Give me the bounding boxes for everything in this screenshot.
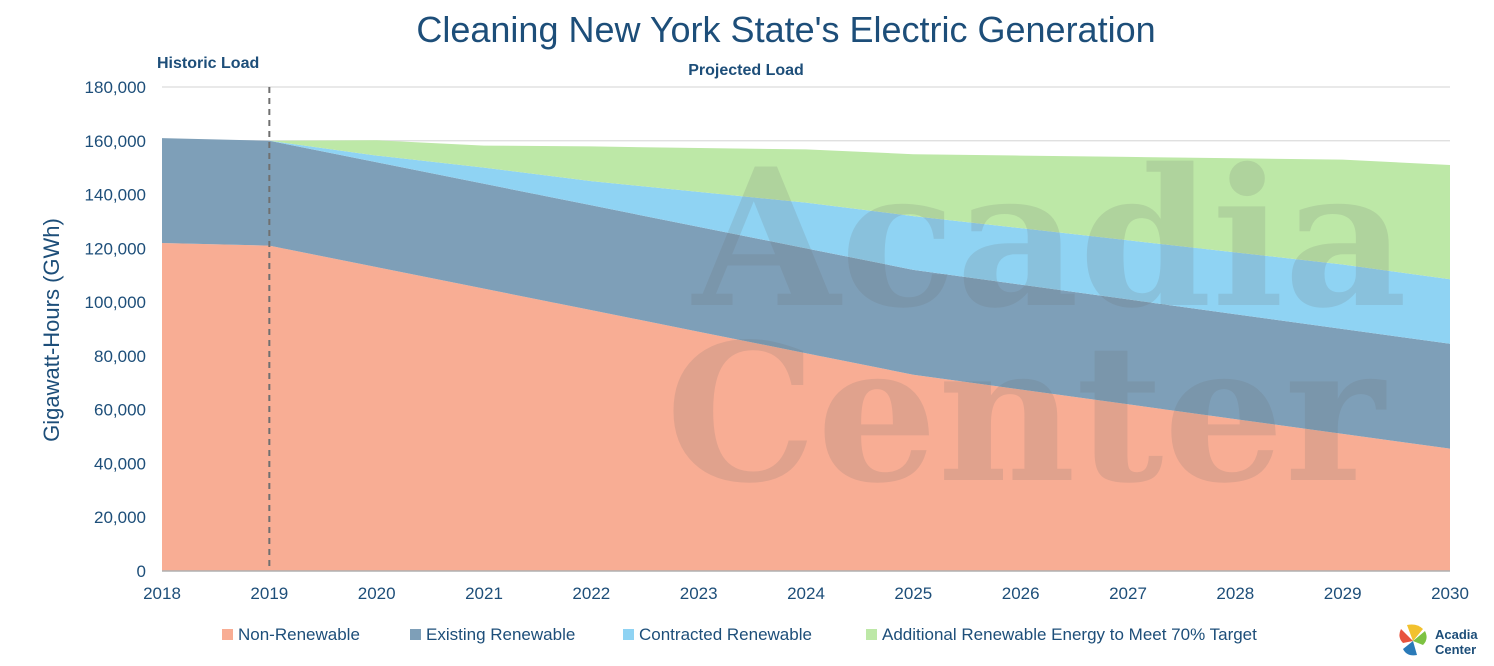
x-tick-label-12: 2030	[1431, 584, 1469, 603]
legend-swatch-3	[866, 629, 877, 640]
legend-label-2: Contracted Renewable	[639, 625, 812, 644]
historic-load-label: Historic Load	[157, 55, 259, 72]
logo-line2: Center	[1435, 642, 1476, 657]
y-tick-label-3: 60,000	[94, 401, 146, 420]
chart-title: Cleaning New York State's Electric Gener…	[416, 9, 1155, 50]
y-tick-label-7: 140,000	[85, 186, 146, 205]
legend-label-0: Non-Renewable	[238, 625, 360, 644]
x-tick-label-7: 2025	[894, 584, 932, 603]
y-tick-label-2: 40,000	[94, 454, 146, 473]
x-tick-label-4: 2022	[572, 584, 610, 603]
x-tick-label-10: 2028	[1216, 584, 1254, 603]
area-series-0	[162, 242, 1450, 571]
logo-leaf-blue	[1403, 641, 1417, 656]
watermark-line1: Acadia	[691, 127, 1407, 350]
y-tick-label-1: 20,000	[94, 508, 146, 527]
logo-leaf-green	[1413, 631, 1427, 645]
x-tick-label-3: 2021	[465, 584, 503, 603]
x-tick-label-1: 2019	[250, 584, 288, 603]
y-tick-label-4: 80,000	[94, 347, 146, 366]
x-tick-label-6: 2024	[787, 584, 825, 603]
legend-swatch-1	[410, 629, 421, 640]
x-tick-label-5: 2023	[680, 584, 718, 603]
x-tick-label-0: 2018	[143, 584, 181, 603]
watermark: Acadia Center	[666, 127, 1408, 525]
watermark-line2: Center	[666, 302, 1388, 525]
area-series-3	[162, 138, 1450, 280]
logo-line1: Acadia	[1435, 627, 1478, 642]
acadia-center-logo: Acadia Center	[1399, 624, 1478, 657]
y-tick-label-6: 120,000	[85, 239, 146, 258]
legend-swatch-2	[623, 629, 634, 640]
logo-leaf-red	[1399, 629, 1413, 643]
area-series-2	[162, 138, 1450, 344]
legend: Non-Renewable Existing Renewable Contracte…	[222, 625, 1257, 644]
y-axis-label: Gigawatt-Hours (GWh)	[39, 218, 64, 442]
legend-label-1: Existing Renewable	[426, 625, 575, 644]
y-tick-label-5: 100,000	[85, 293, 146, 312]
x-tick-label-11: 2029	[1324, 584, 1362, 603]
area-series	[162, 138, 1450, 571]
y-tick-label-0: 0	[137, 562, 146, 581]
x-tick-label-2: 2020	[358, 584, 396, 603]
x-tick-label-9: 2027	[1109, 584, 1147, 603]
x-tick-label-8: 2026	[1002, 584, 1040, 603]
projected-load-label: Projected Load	[688, 62, 804, 79]
area-series-1	[162, 138, 1450, 449]
legend-label-3: Additional Renewable Energy to Meet 70% …	[882, 625, 1257, 644]
y-tick-label-9: 180,000	[85, 78, 146, 97]
logo-leaf-yellow	[1407, 624, 1423, 641]
legend-swatch-0	[222, 629, 233, 640]
axes: 0 20,000 40,000 60,000 80,000 100,000 120,000 1…	[85, 78, 1469, 603]
y-tick-label-8: 160,000	[85, 132, 146, 151]
